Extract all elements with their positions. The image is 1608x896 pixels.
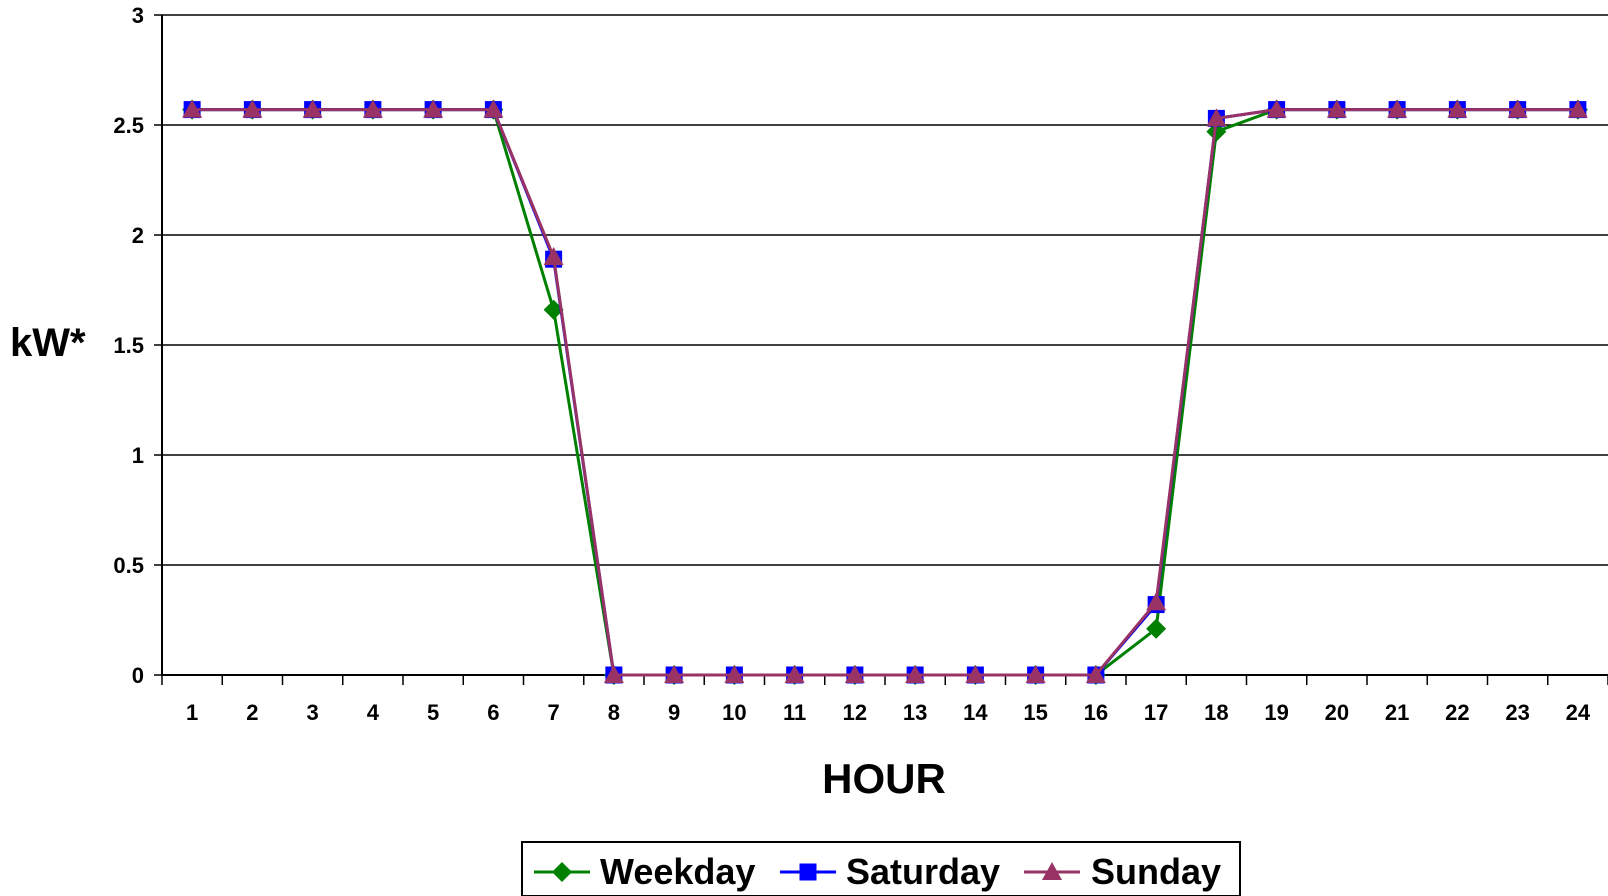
data-point-sunday	[483, 99, 504, 118]
series-line-weekday	[192, 108, 1578, 677]
legend-entry-saturday: Saturday	[780, 851, 1000, 892]
gridlines	[162, 14, 1608, 676]
x-tick-label: 15	[1023, 700, 1047, 725]
x-tick-label: 2	[246, 700, 258, 725]
data-point-sunday	[1085, 665, 1106, 683]
data-point-sunday	[1146, 592, 1167, 611]
data-point-sunday	[1387, 99, 1408, 118]
data-point-sunday	[1447, 99, 1468, 118]
series-line-sunday	[192, 108, 1578, 677]
data-point-sunday	[1206, 108, 1227, 127]
x-tick-label: 23	[1505, 700, 1529, 725]
series-group	[182, 99, 1588, 685]
series-sunday	[182, 99, 1588, 683]
x-tick-label: 21	[1385, 700, 1409, 725]
x-tick-label: 8	[608, 700, 620, 725]
legend: Weekday Saturday Sunday	[521, 841, 1241, 896]
legend-label: Weekday	[600, 851, 755, 892]
data-point-weekday	[543, 299, 564, 320]
x-tick-label: 9	[668, 700, 680, 725]
data-point-sunday	[1266, 99, 1287, 118]
data-point-sunday	[182, 99, 203, 118]
legend-entry-weekday: Weekday	[534, 851, 755, 892]
data-point-sunday	[543, 247, 564, 265]
data-point-sunday	[844, 665, 865, 683]
y-tick-label: 0.5	[113, 553, 144, 578]
x-tick-label: 6	[487, 700, 499, 725]
data-point-sunday	[242, 99, 263, 118]
y-tick-label: 2	[132, 223, 144, 248]
legend-marker	[799, 863, 817, 881]
y-tick-label: 3	[132, 3, 144, 28]
series-line-saturday	[192, 108, 1578, 677]
data-point-weekday	[1206, 121, 1227, 142]
y-tick-label: 2.5	[113, 113, 144, 138]
data-point-sunday	[784, 665, 805, 683]
legend-entry-sunday: Sunday	[1024, 851, 1221, 892]
y-tick-label: 0	[132, 663, 144, 688]
data-point-sunday	[362, 99, 383, 118]
x-tick-label: 14	[963, 700, 988, 725]
data-point-weekday	[1146, 618, 1167, 639]
y-tick-label: 1	[132, 443, 144, 468]
data-point-sunday	[1567, 99, 1588, 118]
x-tick-label: 20	[1325, 700, 1349, 725]
x-tick-label: 16	[1084, 700, 1108, 725]
x-tick-label: 12	[843, 700, 867, 725]
data-point-sunday	[1025, 665, 1046, 683]
x-tick-label: 22	[1445, 700, 1469, 725]
legend-marker	[1042, 862, 1062, 880]
x-tick-labels: 1 2 3 4 5 6 7 8 9 10 11 12 13 14 15 16 17 18 19 20 21 22 23 24	[186, 700, 1591, 725]
x-axis-title: HOUR	[822, 755, 946, 802]
x-tick-label: 17	[1144, 700, 1168, 725]
data-point-sunday	[664, 665, 685, 683]
series-saturday	[183, 101, 1587, 684]
x-tick-label: 7	[548, 700, 560, 725]
data-point-sunday	[423, 99, 444, 118]
x-tick-label: 10	[722, 700, 746, 725]
x-tick-label: 18	[1204, 700, 1228, 725]
x-tick-label: 3	[307, 700, 319, 725]
x-tick-label: 5	[427, 700, 439, 725]
x-tick-label: 13	[903, 700, 927, 725]
legend-label: Sunday	[1091, 851, 1221, 892]
y-tick-label: 1.5	[113, 333, 144, 358]
x-tick-label: 1	[186, 700, 198, 725]
series-weekday	[182, 99, 1588, 685]
x-tick-label: 19	[1264, 700, 1288, 725]
x-tick-label: 11	[783, 700, 806, 725]
x-tick-label: 24	[1566, 700, 1591, 725]
legend-marker	[552, 862, 572, 882]
y-tick-labels: 0 0.5 1 1.5 2 2.5 3	[113, 3, 144, 688]
data-point-sunday	[1507, 99, 1528, 118]
y-axis-title: kW*	[10, 321, 86, 365]
legend-label: Saturday	[846, 851, 1000, 892]
legend-box	[521, 841, 1241, 896]
data-point-sunday	[905, 665, 926, 683]
data-point-sunday	[603, 665, 624, 683]
x-tick-label: 4	[367, 700, 380, 725]
data-point-sunday	[302, 99, 323, 118]
data-point-sunday	[1326, 99, 1347, 118]
data-point-sunday	[724, 665, 745, 683]
data-point-sunday	[965, 665, 986, 683]
